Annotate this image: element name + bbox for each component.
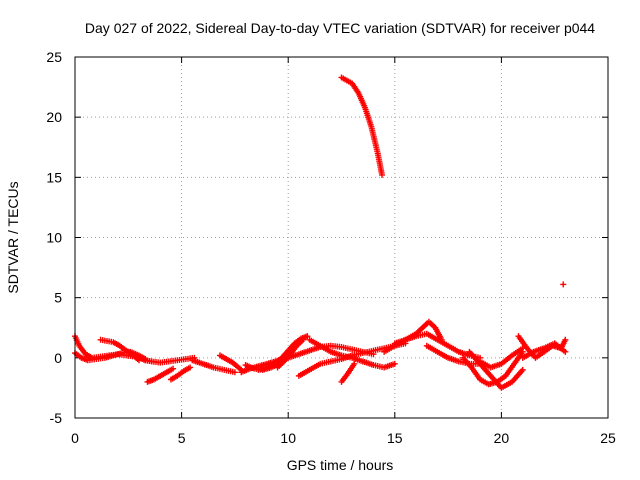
series-arc-5	[144, 365, 177, 385]
grid-lines	[75, 57, 608, 418]
y-axis-label: SDTVAR / TECUs	[5, 181, 21, 293]
x-tick-label: 25	[600, 430, 616, 446]
series-arc-11	[255, 333, 311, 373]
y-tick-label: 5	[54, 290, 62, 306]
series-arc-25	[519, 340, 569, 361]
chart-title: Day 027 of 2022, Sidereal Day-to-day VTE…	[85, 20, 595, 36]
x-axis-label: GPS time / hours	[287, 457, 394, 473]
y-tick-label: 15	[46, 169, 62, 185]
x-tick-label: 0	[71, 430, 79, 446]
series-arc-6	[167, 364, 194, 383]
x-tick-label: 15	[387, 430, 403, 446]
series-arc-8	[216, 352, 245, 373]
data-point	[562, 336, 569, 343]
x-tick-label: 20	[494, 430, 510, 446]
x-tick-label: 5	[178, 430, 186, 446]
y-tick-label: -5	[50, 410, 63, 426]
series-arc-16	[338, 360, 358, 385]
data-point	[562, 348, 569, 355]
data-point	[187, 364, 194, 371]
y-tick-label: 20	[46, 109, 62, 125]
data-point	[304, 333, 311, 340]
plot-frame	[74, 56, 609, 419]
data-point	[519, 366, 526, 373]
series-arc-7	[189, 357, 238, 376]
data-point	[351, 360, 358, 367]
series-arc-15	[306, 336, 398, 371]
data-point	[379, 171, 386, 178]
series-arc-4	[142, 354, 198, 366]
series-isolated	[560, 281, 567, 288]
axis-ticks: 0 5 10 15 20 25 -5 0 5 10 15 20 25	[46, 49, 616, 446]
y-tick-label: 25	[46, 49, 62, 65]
data-points	[72, 74, 569, 391]
data-point	[170, 365, 177, 372]
series-arc-23	[477, 345, 526, 371]
y-tick-label: 0	[54, 350, 62, 366]
data-point	[391, 360, 398, 367]
x-tick-label: 10	[280, 430, 296, 446]
data-point	[231, 369, 238, 376]
data-point	[560, 281, 567, 288]
series-arc-19	[391, 330, 484, 361]
data-point	[300, 336, 307, 343]
series-arc-21	[460, 348, 526, 388]
series-arc-17	[338, 74, 386, 178]
y-tick-label: 10	[46, 230, 62, 246]
